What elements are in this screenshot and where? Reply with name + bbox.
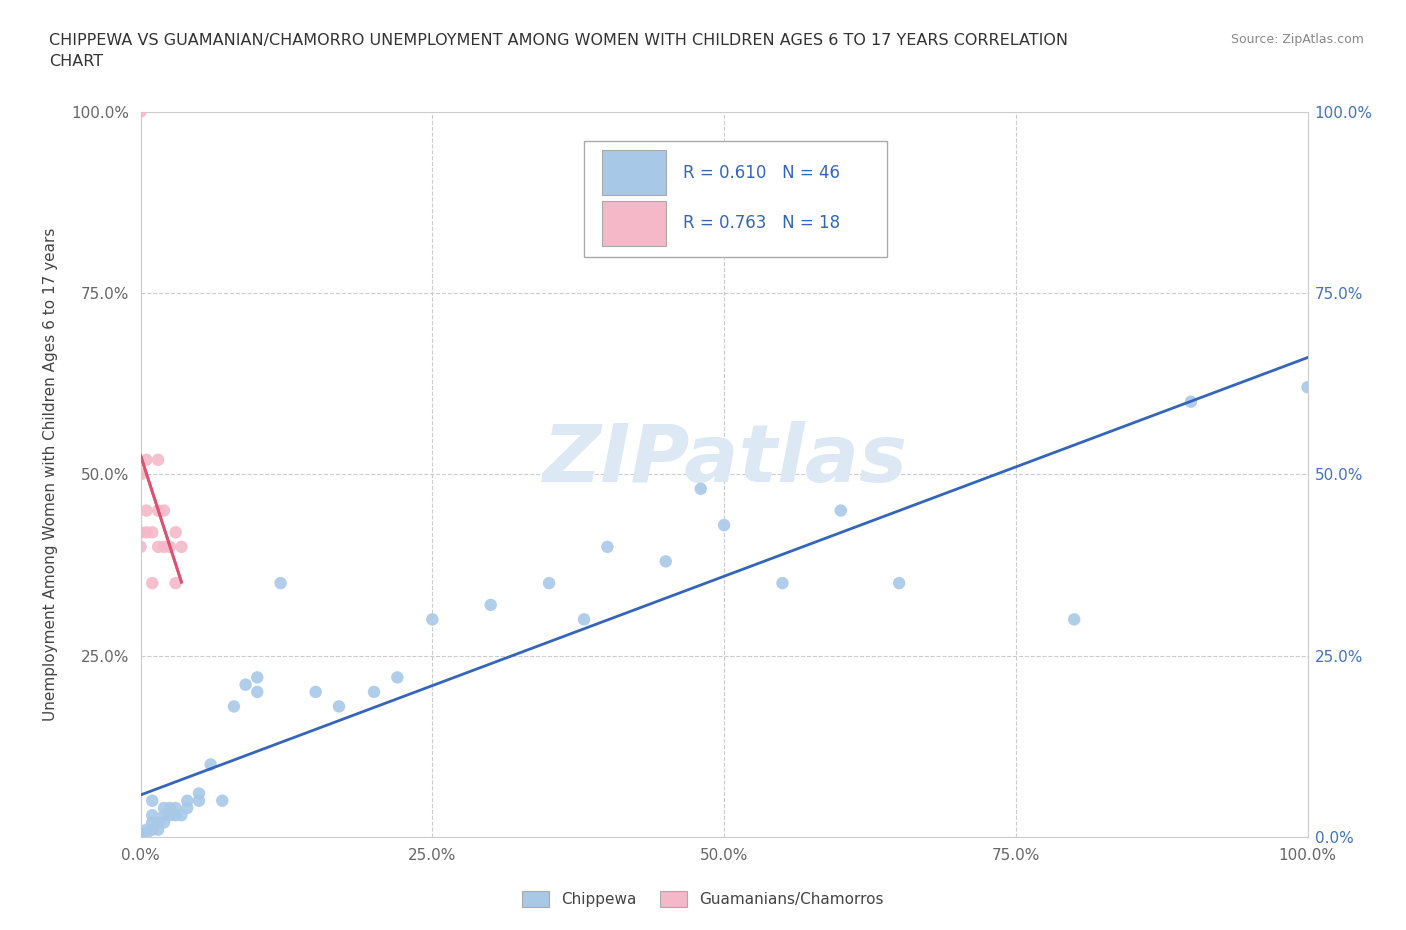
Point: [165, 576, 187, 591]
Point: [141, 525, 163, 539]
Point: [135, 525, 157, 539]
Point: [165, 801, 187, 816]
Point: [135, 503, 157, 518]
Text: R = 0.610   N = 46: R = 0.610 N = 46: [683, 164, 841, 181]
Point: [153, 503, 176, 518]
Point: [830, 503, 852, 518]
Point: [153, 801, 176, 816]
Point: [146, 822, 169, 837]
Point: [422, 612, 444, 627]
Text: ZIPatlas: ZIPatlas: [541, 420, 907, 498]
Point: [170, 539, 193, 554]
Point: [655, 554, 678, 569]
Point: [153, 815, 176, 830]
Point: [537, 576, 560, 591]
Point: [129, 539, 152, 554]
Point: [146, 503, 169, 518]
Point: [135, 452, 157, 467]
Y-axis label: Unemployment Among Women with Children Ages 6 to 17 years: Unemployment Among Women with Children A…: [42, 228, 58, 721]
Point: [135, 822, 157, 837]
Point: [135, 826, 157, 841]
Point: [141, 815, 163, 830]
Point: [153, 539, 176, 554]
Point: [153, 808, 176, 823]
Point: [188, 786, 211, 801]
Point: [235, 677, 257, 692]
Point: [146, 815, 169, 830]
Point: [246, 670, 269, 684]
Point: [772, 576, 794, 591]
Point: [596, 539, 619, 554]
Point: [222, 699, 245, 714]
FancyBboxPatch shape: [602, 201, 666, 246]
Point: [387, 670, 409, 684]
Point: [165, 525, 187, 539]
Point: [479, 597, 502, 612]
Point: [141, 822, 163, 837]
Point: [1180, 394, 1202, 409]
Point: [889, 576, 911, 591]
Point: [176, 801, 198, 816]
Point: [1296, 379, 1319, 394]
FancyBboxPatch shape: [583, 140, 887, 257]
FancyBboxPatch shape: [602, 150, 666, 195]
Point: [200, 757, 222, 772]
Point: [1063, 612, 1085, 627]
Point: [146, 452, 169, 467]
Point: [246, 684, 269, 699]
Legend: Chippewa, Guamanians/Chamorros: Chippewa, Guamanians/Chamorros: [516, 884, 890, 913]
Point: [689, 482, 711, 497]
Point: [146, 539, 169, 554]
Point: [363, 684, 385, 699]
Point: [572, 612, 595, 627]
Point: [165, 808, 187, 823]
Point: [270, 576, 292, 591]
Point: [305, 684, 328, 699]
Point: [129, 104, 152, 119]
Point: [141, 576, 163, 591]
Point: [141, 793, 163, 808]
Point: [159, 808, 181, 823]
Point: [129, 467, 152, 482]
Point: [713, 518, 735, 533]
Point: [159, 539, 181, 554]
Point: [129, 830, 152, 844]
Point: [170, 808, 193, 823]
Point: [141, 808, 163, 823]
Text: Source: ZipAtlas.com: Source: ZipAtlas.com: [1230, 33, 1364, 46]
Point: [129, 525, 152, 539]
Point: [188, 793, 211, 808]
Point: [176, 793, 198, 808]
Point: [159, 801, 181, 816]
Point: [328, 699, 350, 714]
Text: CHIPPEWA VS GUAMANIAN/CHAMORRO UNEMPLOYMENT AMONG WOMEN WITH CHILDREN AGES 6 TO : CHIPPEWA VS GUAMANIAN/CHAMORRO UNEMPLOYM…: [49, 33, 1069, 69]
Point: [211, 793, 233, 808]
Text: R = 0.763   N = 18: R = 0.763 N = 18: [683, 214, 841, 232]
